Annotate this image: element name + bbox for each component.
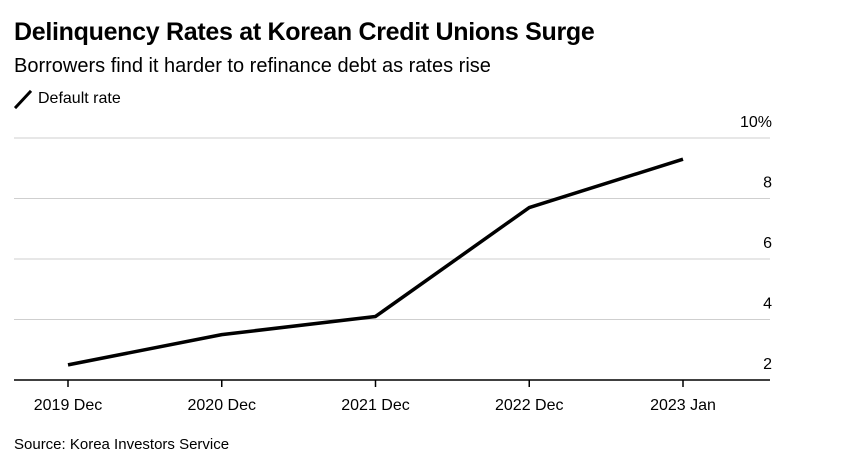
y-tick-label: 4 <box>763 296 772 313</box>
chart-title: Delinquency Rates at Korean Credit Union… <box>14 18 595 46</box>
legend-line-icon <box>14 89 33 109</box>
x-tick-label: 2020 Dec <box>188 397 257 414</box>
x-tick-label: 2023 Jan <box>650 397 716 414</box>
y-tick-label: 8 <box>763 175 772 192</box>
legend-label: Default rate <box>38 90 121 107</box>
chart-subtitle: Borrowers find it harder to refinance de… <box>14 55 491 77</box>
source-note: Source: Korea Investors Service <box>14 436 230 453</box>
y-tick-label: 2 <box>763 356 772 373</box>
y-tick-label: 6 <box>763 235 772 252</box>
x-tick-label: 2021 Dec <box>341 397 410 414</box>
y-tick-label: 10% <box>740 114 772 131</box>
x-tick-label: 2019 Dec <box>34 397 103 414</box>
legend: Default rate <box>14 88 121 110</box>
series-line-default-rate <box>67 157 684 367</box>
x-tick-label: 2022 Dec <box>495 397 564 414</box>
